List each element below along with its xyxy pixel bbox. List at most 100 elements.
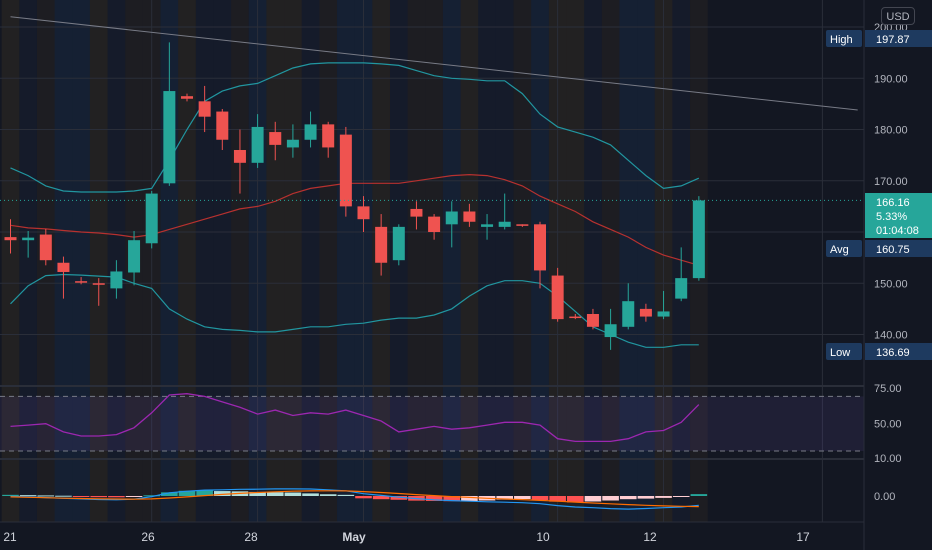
candle-body [339,134,352,207]
currency-button[interactable]: USD [881,7,915,25]
candle [286,124,299,158]
macd-histogram-bar [637,496,655,499]
candlestick-series [0,42,864,350]
rsi-tick-label: 10.00 [874,453,902,465]
time-tick-label: 21 [3,530,17,544]
candle [534,221,546,289]
candle-body [569,316,582,319]
macd-histogram-bar [302,493,319,496]
candle [128,230,141,286]
candle-body [269,132,282,145]
price-tick-label: 190.00 [874,73,908,85]
candle [604,308,617,350]
macd-histogram-bar [655,496,672,498]
avg-label-value: 160.75 [876,244,910,256]
candle-body [375,226,388,263]
candle-body [428,216,441,232]
session-column [478,0,496,522]
session-column [266,0,285,522]
avg-label-value-bg [865,240,932,257]
macd-histogram-bar [37,495,55,497]
low-label-title-bg [826,343,862,360]
time-tick-label: 28 [244,530,258,544]
candle [269,121,282,161]
macd-histogram-bar [372,496,390,500]
time-tick-label: 12 [643,530,657,544]
price-axis-background [864,0,932,550]
candle [375,214,388,276]
session-column [601,0,620,522]
high-label: High 197.87 [826,30,932,47]
candle [75,277,88,285]
time-axis[interactable]: 21 26 28 May 10 12 17 [3,530,810,544]
session-column [584,0,602,522]
last-price-countdown: 01:04:08 [876,225,919,237]
macd-histogram-bar [178,490,196,496]
candle [481,214,494,240]
price-labels: High 197.87 Avg 160.75 Low 136.69 166.16 5.33% 0… [826,30,932,360]
trendline [10,16,858,111]
candle [445,201,458,248]
macd-histogram-bar [549,496,566,502]
high-label-title-bg [826,30,862,47]
macd-histogram-bar [443,496,461,502]
macd-histogram-bar [284,492,302,496]
candle [428,214,441,240]
session-column [619,0,638,522]
last-price-label: 166.16 5.33% 01:04:08 [865,193,932,238]
trendline-layer[interactable] [10,16,858,111]
macd-histogram-bar [355,496,372,499]
macd-histogram-bar [690,494,708,496]
candle-body [586,314,599,327]
candle-body [692,200,705,279]
candle-body [233,150,246,163]
macd-histogram-bar [514,496,531,500]
candle [110,260,123,299]
macd-histogram-bar [390,496,408,500]
candle [4,219,17,254]
time-tick-label: 17 [796,530,810,544]
candle-body [92,283,105,285]
candle-body [22,237,35,241]
rsi-tick-label: 75.00 [874,383,902,395]
candle-body [622,301,635,327]
session-column [442,0,461,522]
candle-body [128,240,141,273]
macd-histogram-bar [90,496,108,498]
high-label-title: High [830,34,853,46]
high-label-value-bg [865,30,932,47]
session-column [1,0,20,522]
macd-histogram-bar [108,496,125,498]
macd-histogram-bar [72,496,90,497]
macd-histogram-bar [619,496,637,500]
candle-body [216,111,229,140]
candle [586,308,599,330]
macd-histogram-bar [672,496,690,497]
macd-histogram-bar [319,494,337,496]
candle [569,314,582,320]
candle-body [322,124,335,148]
session-column [407,0,426,522]
macd-histogram-bar [55,495,72,497]
macd-histogram-bar [143,495,160,497]
candle [251,114,264,168]
candle [39,228,52,266]
candle [463,203,476,227]
price-axis[interactable]: 200.00190.00180.00170.00150.00140.0075.0… [874,22,908,503]
candle [339,126,352,217]
macd-histogram-bar [602,496,619,501]
candle-body [534,224,546,271]
candle-body [675,278,688,299]
macd-histogram-bar [266,492,284,496]
session-column [513,0,532,522]
session-column [284,0,302,522]
session-column [425,0,443,522]
candle-body [39,234,52,261]
candle [233,129,246,194]
last-price-bg [865,193,932,238]
macd-histogram-bar [531,496,549,501]
price-tick-label: 150.00 [874,278,908,290]
session-column [337,0,355,522]
price-tick-label: 140.00 [874,330,908,342]
